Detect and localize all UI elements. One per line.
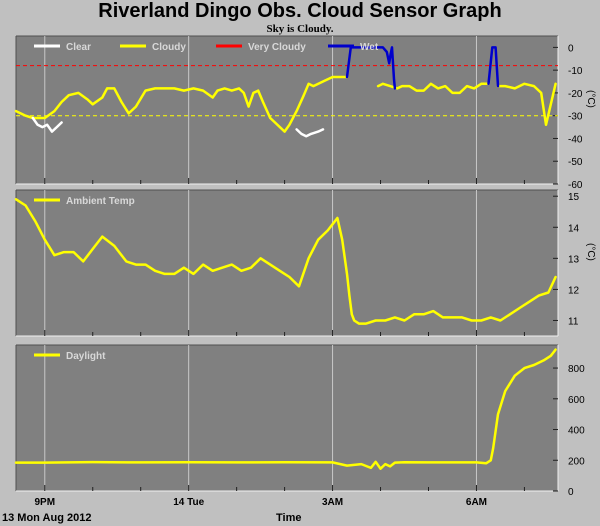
- series-wet: [345, 46, 397, 90]
- y-tick-label: -10: [568, 66, 583, 77]
- daylight-panel: 0 200 400 600 800 Daylight: [14, 344, 585, 498]
- date-label: 13 Mon Aug 2012: [2, 512, 92, 524]
- legend-label-clear: Clear: [66, 42, 91, 53]
- x-tick-label: 6AM: [466, 497, 487, 508]
- y-tick-label: -60: [568, 180, 583, 191]
- y-tick-label: 13: [568, 254, 580, 265]
- legend-label-ambient-temp: Ambient Temp: [66, 196, 135, 207]
- cloud-sky-temp-panel: 0 -10 -20 -30 -40 -50 -60 (°C) Clear Cloudy Very C…: [14, 35, 596, 191]
- series-daylight: [14, 348, 557, 470]
- y-tick-label: 0: [568, 487, 574, 498]
- legend-label-daylight: Daylight: [66, 351, 106, 362]
- plot-area: [16, 345, 558, 491]
- ambient-temp-panel: 11 12 13 14 15 (°C) Ambient Temp: [14, 189, 596, 337]
- y-tick-label: 12: [568, 285, 580, 296]
- series-clear: [31, 116, 63, 133]
- y-tick-label: -40: [568, 134, 583, 145]
- y-tick-label: 14: [568, 223, 580, 234]
- legend-label-wet: Wet: [360, 42, 379, 53]
- y-tick-label: 11: [568, 316, 579, 327]
- y-tick-label: 15: [568, 192, 580, 203]
- chart-title: Riverland Dingo Obs. Cloud Sensor Graph: [98, 0, 502, 22]
- plot-area: [16, 190, 558, 336]
- y-tick-label: 0: [568, 43, 574, 54]
- series-cloudy: [496, 82, 557, 127]
- plot-area: [16, 36, 558, 184]
- series-clear: [295, 128, 325, 138]
- y-unit-label: (°C): [585, 90, 596, 108]
- y-unit-label: (°C): [585, 243, 596, 261]
- y-tick-label: -50: [568, 157, 583, 168]
- legend-label-cloudy: Cloudy: [152, 42, 186, 53]
- y-tick-label: 200: [568, 456, 585, 467]
- y-tick-label: 800: [568, 364, 585, 375]
- sky-status: Sky is Cloudy.: [266, 23, 334, 35]
- y-tick-label: 400: [568, 426, 585, 437]
- x-tick-label: 3AM: [322, 497, 343, 508]
- series-cloudy: [14, 75, 349, 133]
- x-tick-label: 9PM: [34, 497, 55, 508]
- series-ambient-temp: [14, 198, 557, 325]
- y-tick-label: 600: [568, 395, 585, 406]
- y-tick-label: -30: [568, 112, 583, 123]
- series-wet: [487, 46, 500, 88]
- y-tick-label: -20: [568, 89, 583, 100]
- legend-label-very-cloudy: Very Cloudy: [248, 42, 306, 53]
- x-tick-label: 14 Tue: [173, 497, 204, 508]
- time-label: Time: [276, 512, 302, 524]
